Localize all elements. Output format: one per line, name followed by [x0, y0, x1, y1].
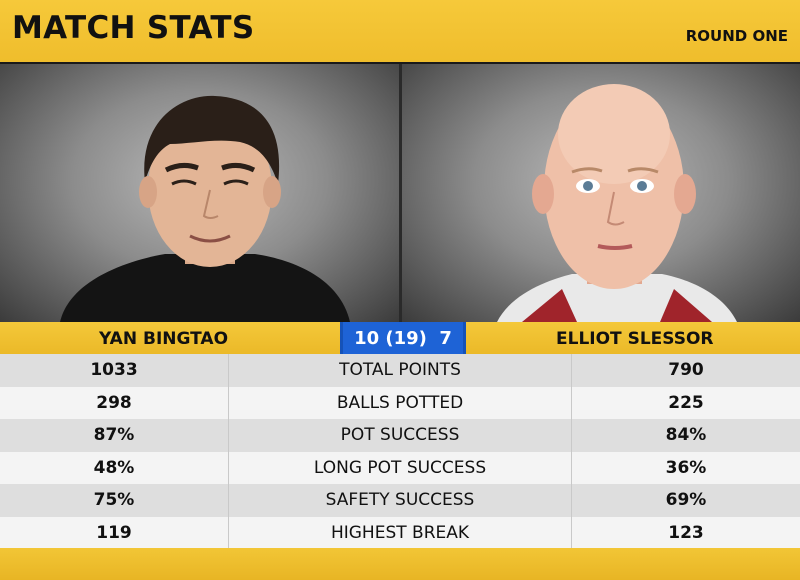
stat-label: LONG POT SUCCESS — [313, 457, 487, 478]
stat-label: HIGHEST BREAK — [330, 522, 470, 543]
stat-right-value: 225 — [668, 392, 704, 413]
player-photo-right — [402, 64, 800, 322]
stat-row-pot-success: 87% POT SUCCESS 84% — [0, 419, 800, 452]
stat-left-value: 87% — [93, 425, 135, 446]
stat-label: BALLS POTTED — [336, 392, 464, 413]
header-bar: MATCH STATS ROUND ONE — [0, 0, 800, 62]
player-name-left: YAN BINGTAO — [99, 329, 229, 349]
stat-row-balls-potted: 298 BALLS POTTED 225 — [0, 386, 800, 419]
stat-label: SAFETY SUCCESS — [325, 490, 475, 511]
photo-divider — [399, 64, 402, 322]
stat-left-value: 1033 — [90, 360, 138, 381]
stat-row-long-pot-success: 48% LONG POT SUCCESS 36% — [0, 451, 800, 484]
frame-score: 10 (19) 7 — [340, 322, 466, 354]
stat-left-value: 119 — [96, 522, 132, 543]
stat-right-value: 84% — [665, 425, 707, 446]
stat-left-value: 298 — [96, 392, 132, 413]
stats-table: 1033 TOTAL POINTS 790 298 BALLS POTTED 2… — [0, 354, 800, 550]
round-label: ROUND ONE — [685, 27, 788, 45]
stat-right-value: 790 — [668, 360, 704, 381]
stat-row-highest-break: 119 HIGHEST BREAK 123 — [0, 516, 800, 549]
player-portrait-left — [60, 95, 350, 322]
player-photo-left — [0, 64, 399, 322]
frame-score-text: 10 (19) 7 — [354, 327, 452, 349]
stat-label: TOTAL POINTS — [339, 360, 461, 381]
stat-right-value: 69% — [665, 490, 707, 511]
footer-bar — [0, 548, 800, 580]
stat-right-value: 123 — [668, 522, 704, 543]
stat-label: POT SUCCESS — [340, 425, 460, 446]
stat-left-value: 75% — [93, 490, 135, 511]
player-portrait-right — [497, 84, 737, 322]
page-title: MATCH STATS — [12, 10, 255, 46]
stat-left-value: 48% — [93, 457, 135, 478]
stat-row-total-points: 1033 TOTAL POINTS 790 — [0, 354, 800, 387]
stat-right-value: 36% — [665, 457, 707, 478]
player-name-right: ELLIOT SLESSOR — [556, 329, 714, 349]
stat-row-safety-success: 75% SAFETY SUCCESS 69% — [0, 484, 800, 517]
